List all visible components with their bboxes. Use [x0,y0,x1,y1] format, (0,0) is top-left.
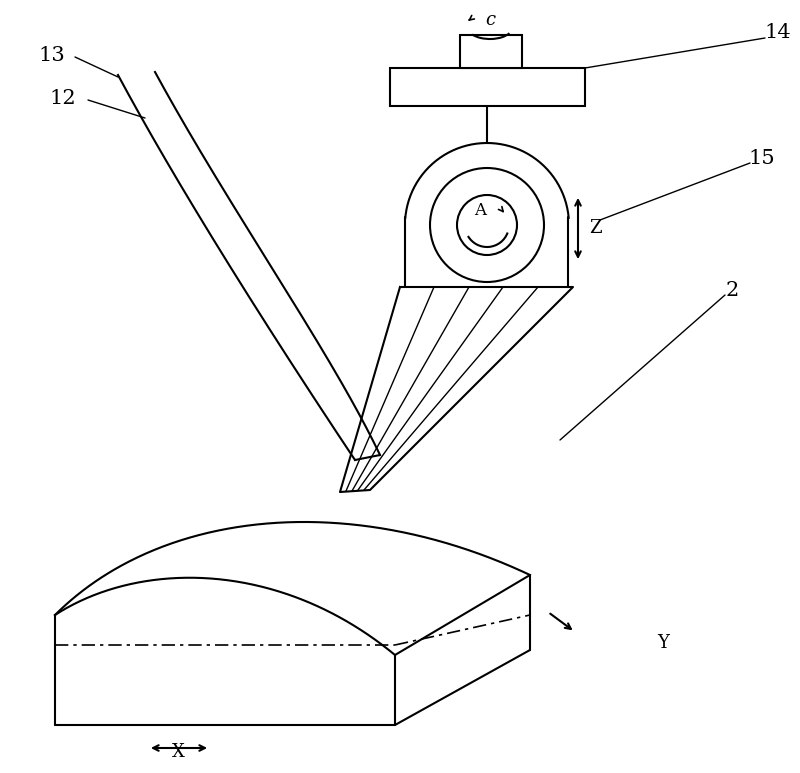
Text: 14: 14 [765,22,791,42]
Text: Z: Z [590,219,602,237]
Text: 13: 13 [38,46,66,64]
Text: A: A [474,202,486,219]
Bar [390,68,585,106]
Text: 2: 2 [726,281,738,299]
Text: Y: Y [657,634,669,652]
Circle shape [430,168,544,282]
Text: 12: 12 [50,88,76,107]
Circle shape [457,195,517,255]
Text: 15: 15 [749,148,775,168]
Bar [460,35,522,68]
Text: c: c [485,11,495,29]
Text: X: X [171,743,185,761]
